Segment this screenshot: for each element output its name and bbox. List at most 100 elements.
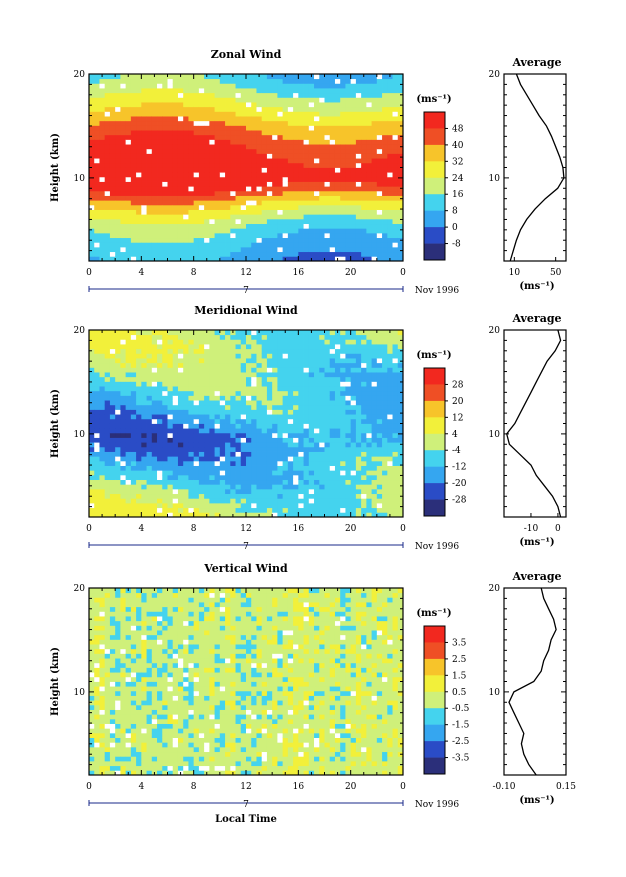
heatmap-cell	[131, 339, 137, 344]
heatmap-cell	[372, 125, 378, 130]
heatmap-cell	[120, 484, 126, 489]
heatmap-cell	[152, 200, 158, 205]
heatmap-cell	[225, 163, 231, 168]
heatmap-cell	[147, 172, 153, 177]
heatmap-cell	[256, 438, 262, 443]
heatmap-cell	[345, 177, 351, 182]
heatmap-cell	[105, 228, 111, 233]
heatmap-cell	[152, 452, 158, 457]
heatmap-cell	[230, 111, 236, 116]
heatmap-cell	[330, 168, 336, 173]
heatmap-cell	[209, 214, 215, 219]
heatmap-cell	[99, 228, 105, 233]
heatmap-cell	[298, 438, 304, 443]
heatmap-cell	[293, 367, 299, 372]
heatmap-cell	[147, 391, 153, 396]
heatmap-cell	[131, 494, 137, 499]
heatmap-cell	[183, 233, 189, 238]
heatmap-cell	[293, 158, 299, 163]
heatmap-cell	[120, 233, 126, 238]
heatmap-cell	[168, 144, 174, 149]
heatmap-cell	[277, 172, 283, 177]
heatmap-cell	[298, 219, 304, 224]
heatmap-cell	[241, 489, 247, 494]
heatmap-cell	[225, 214, 231, 219]
heatmap-cell	[204, 149, 210, 154]
heatmap-cell	[136, 438, 142, 443]
heatmap-cell	[225, 130, 231, 135]
heatmap-cell	[298, 377, 304, 382]
heatmap-cell	[162, 377, 168, 382]
heatmap-cell	[110, 414, 116, 419]
heatmap-cell	[183, 395, 189, 400]
heatmap-cell	[236, 97, 242, 102]
heatmap-cell	[356, 219, 362, 224]
heatmap-cell	[173, 252, 179, 257]
heatmap-cell	[173, 121, 179, 126]
heatmap-cell	[241, 442, 247, 447]
heatmap-cell	[366, 353, 372, 358]
heatmap-cell	[283, 508, 289, 513]
heatmap-cell	[256, 130, 262, 135]
heatmap-cell	[94, 363, 100, 368]
heatmap-cell	[220, 121, 226, 126]
heatmap-cell	[356, 224, 362, 229]
heatmap-cell	[89, 438, 95, 443]
heatmap-cell	[340, 400, 346, 405]
heatmap-cell	[325, 386, 331, 391]
heatmap-cell	[236, 508, 242, 513]
heatmap-cell	[168, 466, 174, 471]
heatmap-cell	[298, 182, 304, 187]
heatmap-cell	[136, 168, 142, 173]
heatmap-cell	[194, 358, 200, 363]
heatmap-cell	[361, 177, 367, 182]
heatmap-cell	[225, 210, 231, 215]
heatmap-cell	[105, 414, 111, 419]
heatmap-cell	[309, 438, 315, 443]
heatmap-cell	[382, 480, 388, 485]
heatmap-cell	[309, 107, 315, 112]
heatmap-cell	[272, 139, 278, 144]
heatmap-cell	[204, 191, 210, 196]
heatmap-cell	[199, 330, 205, 335]
heatmap-cell	[335, 372, 341, 377]
heatmap-cell	[194, 139, 200, 144]
heatmap-cell	[199, 163, 205, 168]
heatmap-cell	[230, 438, 236, 443]
heatmap-cell	[120, 79, 126, 84]
heatmap-cell	[105, 400, 111, 405]
heatmap-cell	[241, 395, 247, 400]
heatmap-cell	[209, 395, 215, 400]
heatmap-cell	[377, 335, 383, 340]
heatmap-cell	[105, 233, 111, 238]
heatmap-cell	[183, 391, 189, 396]
heatmap-cell	[162, 409, 168, 414]
heatmap-cell	[335, 484, 341, 489]
heatmap-cell	[236, 186, 242, 191]
heatmap-cell	[393, 461, 399, 466]
heatmap-cell	[204, 205, 210, 210]
heatmap-cell	[304, 409, 310, 414]
heatmap-cell	[110, 219, 116, 224]
heatmap-cell	[351, 172, 357, 177]
heatmap-cell	[120, 107, 126, 112]
heatmap-cell	[272, 200, 278, 205]
heatmap-cell	[220, 168, 226, 173]
heatmap-cell	[120, 480, 126, 485]
colorbar-tick-label: 48	[452, 124, 464, 134]
heatmap-cell	[309, 186, 315, 191]
heatmap-cell	[335, 111, 341, 116]
heatmap-cell	[230, 191, 236, 196]
heatmap-cell	[293, 353, 299, 358]
heatmap-cell	[215, 447, 221, 452]
heatmap-cell	[377, 409, 383, 414]
heatmap-cell	[157, 107, 163, 112]
heatmap-cell	[89, 372, 95, 377]
heatmap-cell	[325, 381, 331, 386]
heatmap-cell	[382, 149, 388, 154]
heatmap-cell	[283, 177, 289, 182]
heatmap-cell	[110, 102, 116, 107]
heatmap-cell	[141, 395, 147, 400]
heatmap-cell	[230, 456, 236, 461]
heatmap-cell	[314, 107, 320, 112]
